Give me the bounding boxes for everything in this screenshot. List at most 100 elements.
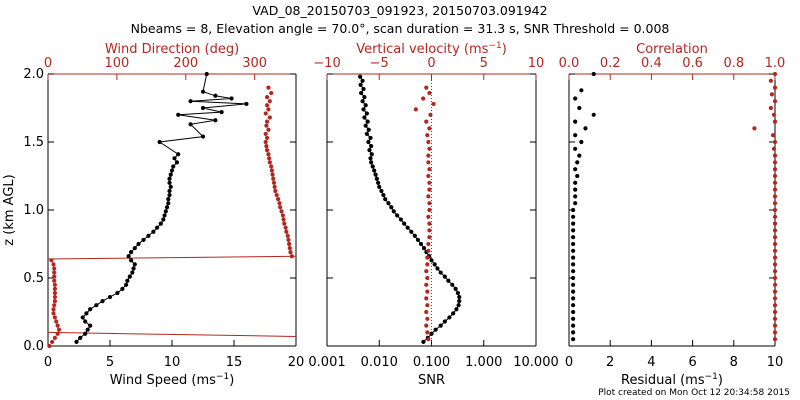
vertical-vertical-velocity-point: [427, 90, 432, 96]
wind-wind-speed-point: [80, 315, 85, 320]
vertical-snr-point: [432, 262, 437, 267]
correlation-correlation-point: [772, 153, 778, 158]
wind-wind-direction-point: [264, 148, 270, 153]
vertical-snr-point: [361, 86, 366, 92]
vertical-snr-point: [451, 311, 456, 316]
vertical-xaxis-title-top-close: ): [502, 42, 507, 57]
correlation-correlation-point: [772, 167, 778, 172]
vertical-vertical-velocity-point: [427, 221, 432, 226]
wind-wind-direction-point: [52, 274, 57, 279]
vertical-snr-point: [364, 111, 369, 116]
wind-wind-direction-point: [283, 225, 288, 230]
wind-wind-speed-point: [132, 245, 137, 251]
vertical-snr-point: [366, 139, 371, 145]
vertical-snr-point: [454, 307, 459, 312]
vertical-snr-point: [446, 278, 451, 283]
correlation-xtick-label-top: 0.2: [600, 56, 621, 71]
correlation-residual-point: [573, 180, 578, 185]
wind-wind-direction-point: [52, 290, 57, 296]
figure-title-line2: Nbeams = 8, Elevation angle = 70.0°, sca…: [131, 21, 670, 36]
vertical-vertical-velocity-point: [427, 146, 432, 151]
vertical-xaxis-title-bottom: SNR: [418, 373, 445, 388]
wind-wind-direction-point: [273, 188, 278, 194]
correlation-residual-point: [573, 201, 578, 206]
correlation-residual-point: [571, 221, 576, 226]
vertical-snr-point: [369, 152, 374, 157]
wind-wind-direction-point: [264, 95, 270, 100]
wind-xaxis-title-top: Wind Direction (deg): [105, 42, 239, 57]
correlation-residual-point: [571, 316, 576, 321]
wind-xtick-label-top: 200: [173, 56, 198, 71]
correlation-correlation-point: [772, 330, 778, 335]
wind-wind-speed-point: [83, 319, 88, 324]
wind-ytick-label: 0.5: [23, 271, 44, 286]
wind-xtick-label-bottom: 20: [288, 355, 305, 370]
wind-ytick-label: 2.0: [23, 67, 44, 82]
wind-wind-direction-point: [280, 213, 286, 218]
wind-wind-speed-point: [200, 89, 206, 94]
vertical-snr-point: [372, 168, 377, 173]
wind-wind-direction-point: [269, 164, 274, 169]
vertical-vertical-velocity-point: [427, 187, 432, 192]
vertical-vertical-velocity-point: [426, 160, 431, 165]
wind-wind-direction-point: [52, 270, 57, 275]
vertical-snr-point: [365, 119, 370, 124]
wind-ytick-label: 1.0: [23, 203, 44, 218]
vertical-vertical-velocity-point: [426, 248, 431, 253]
correlation-correlation-point: [768, 78, 773, 83]
wind-wind-speed-point: [126, 254, 131, 259]
vertical-vertical-velocity-point: [424, 282, 429, 287]
vertical-vertical-velocity-point: [426, 241, 431, 247]
vertical-xtick-label-bottom: 10.000: [513, 355, 559, 370]
correlation-correlation-point: [772, 269, 778, 274]
vertical-snr-point: [421, 339, 426, 345]
wind-wind-direction-point: [52, 266, 57, 271]
correlation-residual-point: [575, 173, 580, 179]
wind-wind-direction-point: [52, 303, 57, 308]
vertical-snr-point: [398, 217, 404, 222]
wind-xtick-label-top: 0: [44, 56, 52, 71]
correlation-residual-point: [583, 126, 588, 131]
correlation-residual-point: [571, 241, 576, 247]
correlation-residual-point: [575, 160, 580, 165]
wind-wind-direction-point: [52, 294, 57, 300]
correlation-xtick-label-top: 0.0: [559, 56, 580, 71]
correlation-xtick-label-bottom: 6: [688, 355, 696, 370]
wind-wind-speed-point: [128, 250, 134, 255]
vertical-vertical-velocity-point: [425, 316, 430, 321]
vertical-snr-point: [395, 213, 400, 218]
correlation-correlation-point: [772, 85, 778, 90]
correlation-correlation-point: [772, 255, 778, 260]
vertical-snr-point: [379, 188, 384, 194]
wind-wind-direction-point: [281, 217, 286, 222]
figure-title-line1: VAD_08_20150703_091923, 20150703.091942: [252, 3, 547, 18]
correlation-residual-point: [571, 235, 576, 240]
vertical-vertical-velocity-point: [427, 167, 432, 172]
wind-wind-speed-point: [244, 101, 249, 107]
wind-wind-direction-point: [51, 311, 56, 316]
vertical-snr-point: [438, 270, 443, 275]
correlation-correlation-point: [772, 207, 778, 213]
wind-wind-direction-point: [266, 152, 271, 157]
wind-wind-speed-point: [176, 152, 181, 157]
correlation-correlation-point: [772, 289, 778, 294]
wind-wind-direction-point: [266, 85, 271, 90]
vertical-snr-point: [369, 160, 374, 165]
vertical-snr-point: [429, 258, 434, 263]
wind-xtick-label-top: 100: [104, 56, 129, 71]
vertical-xaxis-title-top: Vertical velocity (ms−1): [356, 41, 507, 57]
wind-wind-speed-point: [141, 237, 146, 243]
wind-wind-direction-point: [269, 90, 274, 96]
vertical-snr-point: [456, 303, 461, 308]
wind-wind-direction-point: [284, 229, 289, 234]
vertical-snr-point: [381, 192, 386, 198]
wind-wind-direction-point: [263, 111, 268, 116]
wind-xtick-label-bottom: 15: [226, 355, 243, 370]
vertical-snr-point: [369, 143, 374, 149]
correlation-xaxis-title-bottom-exponent: −1: [705, 372, 718, 382]
vertical-vertical-velocity-point: [427, 201, 432, 206]
correlation-correlation-point: [771, 146, 777, 151]
wind-wind-speed-point: [169, 168, 175, 173]
wind-wind-direction-point: [287, 241, 292, 247]
vertical-snr-point: [457, 294, 462, 300]
